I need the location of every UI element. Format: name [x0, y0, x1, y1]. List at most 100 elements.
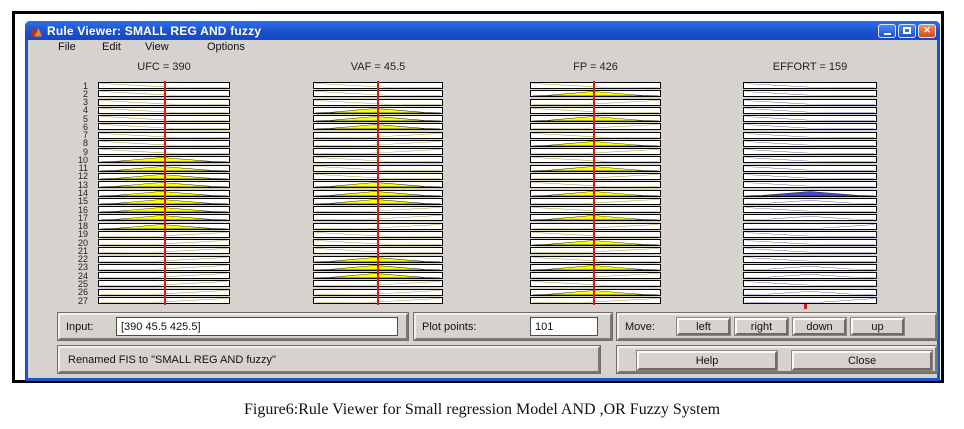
maximize-button[interactable]	[898, 23, 916, 38]
input-cursor-ufc[interactable]	[164, 81, 166, 305]
mf-plot-effort-rule-9	[743, 148, 877, 156]
mf-plot-effort-rule-6	[743, 123, 877, 131]
rule-number: 8	[82, 138, 88, 149]
mf-plot-fp-rule-9[interactable]	[530, 148, 661, 156]
mf-plot-fp-rule-16[interactable]	[530, 206, 661, 214]
menu-view[interactable]: View	[145, 41, 169, 53]
rule-number: 2	[82, 88, 88, 99]
mf-plot-effort-rule-10	[743, 156, 877, 164]
column-header-ufc: UFC = 390	[137, 61, 191, 73]
mf-plot-effort-rule-12	[743, 172, 877, 180]
rule-number: 15	[77, 196, 88, 207]
minimize-button[interactable]	[878, 23, 896, 38]
mf-plot-fp-rule-23[interactable]	[530, 263, 661, 271]
rule-number: 6	[82, 121, 88, 132]
mf-plot-fp-rule-15[interactable]	[530, 197, 661, 205]
defuzz-marker	[804, 304, 807, 309]
move-right-button[interactable]: right	[735, 318, 788, 335]
rule-number: 7	[82, 130, 88, 141]
mf-plot-fp-rule-24[interactable]	[530, 272, 661, 280]
plot-points-field[interactable]	[530, 317, 598, 336]
mf-plot-effort-rule-15	[743, 197, 877, 205]
mf-plot-fp-rule-6[interactable]	[530, 123, 661, 131]
mf-plot-fp-rule-7[interactable]	[530, 131, 661, 139]
minimize-icon	[883, 33, 891, 35]
mf-plot-effort-rule-21	[743, 247, 877, 255]
mf-plot-fp-rule-8[interactable]	[530, 139, 661, 147]
plot-points-panel: Plot points:	[414, 313, 612, 340]
maximize-icon	[903, 27, 911, 34]
mf-plot-effort-rule-23	[743, 263, 877, 271]
mf-plot-fp-rule-12[interactable]	[530, 172, 661, 180]
mf-plot-effort-rule-27	[743, 297, 877, 305]
close-button[interactable]: ✕	[918, 23, 936, 38]
mf-plot-effort-rule-18	[743, 222, 877, 230]
rule-number: 4	[82, 105, 88, 116]
mf-plot-fp-rule-22[interactable]	[530, 255, 661, 263]
rule-number: 24	[77, 270, 88, 281]
close-fis-button[interactable]: Close	[792, 351, 932, 370]
mf-plot-fp-rule-14[interactable]	[530, 189, 661, 197]
help-button[interactable]: Help	[637, 351, 777, 370]
mf-plot-effort-rule-26	[743, 288, 877, 296]
input-panel: Input:	[58, 313, 408, 340]
mf-plot-effort-rule-4	[743, 106, 877, 114]
close-icon: ✕	[923, 25, 931, 35]
mf-plot-fp-rule-26[interactable]	[530, 288, 661, 296]
input-cursor-fp[interactable]	[592, 81, 595, 305]
mf-plot-effort-rule-5	[743, 115, 877, 123]
rule-number: 1	[82, 80, 88, 91]
mf-plot-fp-rule-5[interactable]	[530, 115, 661, 123]
menu-edit[interactable]: Edit	[102, 41, 121, 53]
mf-plot-effort-rule-24	[743, 272, 877, 280]
mf-plot-effort-rule-14	[743, 189, 877, 197]
rule-number: 19	[77, 229, 88, 240]
mf-plot-effort-rule-2	[743, 90, 877, 98]
window-title: Rule Viewer: SMALL REG AND fuzzy	[47, 23, 262, 38]
mf-plot-fp-rule-25[interactable]	[530, 280, 661, 288]
rule-grid: 1 2 3 4 5 6 7 8 9 10 11 12 13 14 15 16 17 18 19 20 21 22 23 24 2…	[28, 40, 937, 378]
mf-plot-fp-rule-17[interactable]	[530, 214, 661, 222]
mf-plot-fp-rule-4[interactable]	[530, 106, 661, 114]
rule-number: 27	[77, 295, 88, 306]
mf-plot-fp-rule-21[interactable]	[530, 247, 661, 255]
rule-number: 26	[77, 287, 88, 298]
menu-file[interactable]: File	[58, 41, 76, 53]
rule-number: 3	[82, 97, 88, 108]
mf-plot-fp-rule-1[interactable]	[530, 82, 661, 89]
rule-number: 11	[78, 163, 88, 174]
mf-plot-fp-rule-11[interactable]	[530, 164, 661, 172]
menu-options[interactable]: Options	[207, 41, 245, 53]
rule-number: 5	[82, 113, 88, 124]
mf-plot-fp-rule-10[interactable]	[530, 156, 661, 164]
move-down-button[interactable]: down	[793, 318, 846, 335]
move-left-button[interactable]: left	[677, 318, 730, 335]
rule-number: 22	[77, 254, 88, 265]
status-message: Renamed FIS to "SMALL REG AND fuzzy"	[68, 354, 276, 366]
mf-plot-fp-rule-27[interactable]	[530, 297, 661, 305]
rule-number: 12	[77, 171, 88, 182]
mf-plot-effort-rule-25	[743, 280, 877, 288]
mf-plot-fp-rule-19[interactable]	[530, 230, 661, 238]
input-label: Input:	[66, 321, 94, 333]
mf-plot-effort-rule-7	[743, 131, 877, 139]
matlab-icon	[30, 25, 42, 36]
input-field[interactable]	[116, 317, 398, 336]
rule-number: 14	[77, 188, 88, 198]
input-cursor-vaf[interactable]	[376, 81, 379, 305]
mf-plot-fp-rule-13[interactable]	[530, 181, 661, 189]
rule-number: 23	[77, 262, 88, 273]
mf-plot-fp-rule-20[interactable]	[530, 239, 661, 247]
titlebar[interactable]: Rule Viewer: SMALL REG AND fuzzy ✕	[25, 21, 940, 40]
mf-plot-effort-rule-8	[743, 139, 877, 147]
mf-plot-effort-rule-22	[743, 255, 877, 263]
mf-plot-effort-rule-11	[743, 164, 877, 172]
mf-plot-fp-rule-2[interactable]	[530, 90, 661, 98]
column-header-effort: EFFORT = 159	[772, 61, 848, 73]
mf-plot-fp-rule-3[interactable]	[530, 98, 661, 106]
mf-plot-effort-rule-20	[743, 239, 877, 247]
mf-plot-fp-rule-18[interactable]	[530, 222, 661, 230]
move-up-button[interactable]: up	[851, 318, 904, 335]
client-area: File Edit View Options UFC = 390 VAF = 4…	[28, 40, 937, 378]
rule-number: 13	[77, 179, 88, 190]
